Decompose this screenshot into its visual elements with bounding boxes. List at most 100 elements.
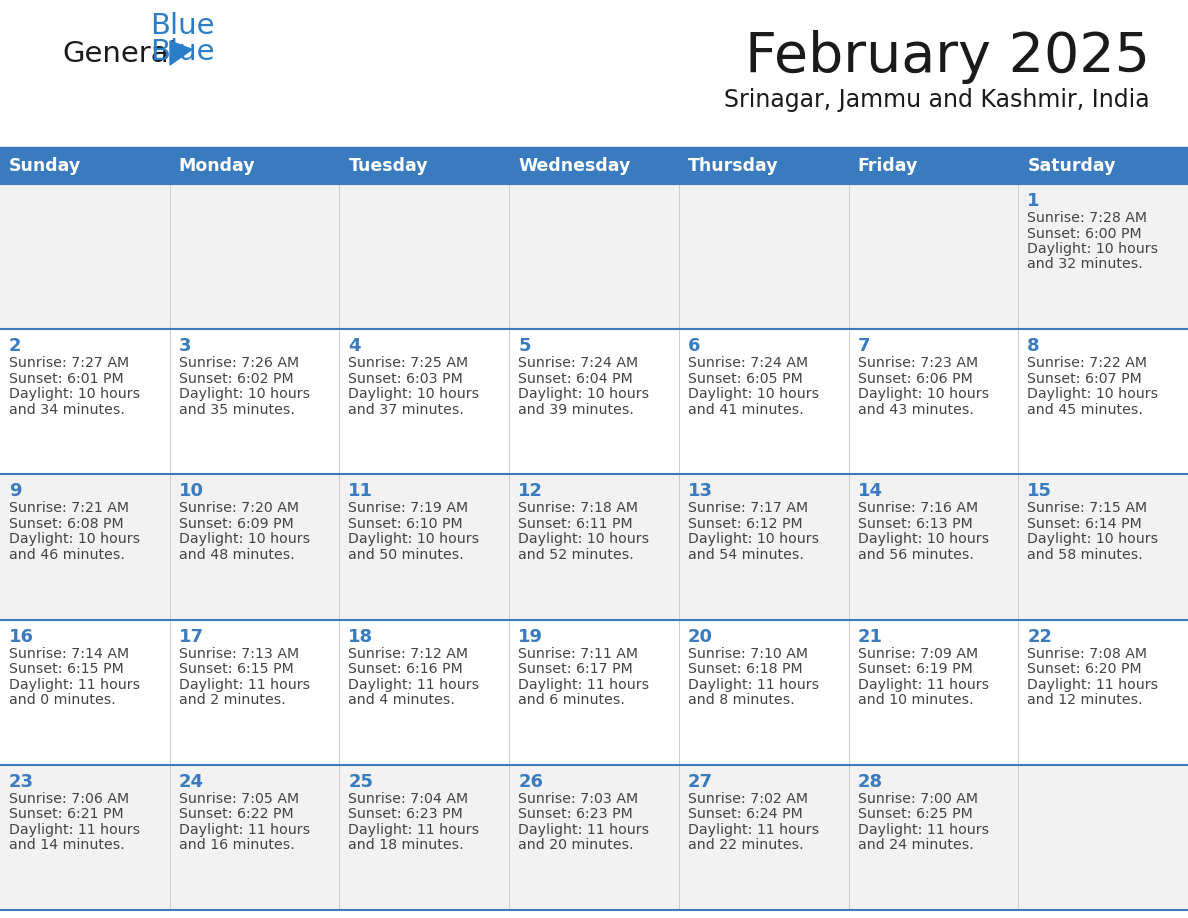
Text: Daylight: 11 hours: Daylight: 11 hours [178,677,310,691]
Text: Sunrise: 7:09 AM: Sunrise: 7:09 AM [858,646,978,661]
Text: 6: 6 [688,337,701,355]
Text: Daylight: 10 hours: Daylight: 10 hours [1028,532,1158,546]
Text: Sunrise: 7:22 AM: Sunrise: 7:22 AM [1028,356,1148,370]
Text: and 37 minutes.: and 37 minutes. [348,403,465,417]
Text: 26: 26 [518,773,543,790]
Text: Sunday: Sunday [10,157,81,175]
Text: Sunrise: 7:23 AM: Sunrise: 7:23 AM [858,356,978,370]
Text: 19: 19 [518,628,543,645]
Text: and 50 minutes.: and 50 minutes. [348,548,465,562]
Text: Daylight: 11 hours: Daylight: 11 hours [858,677,988,691]
Text: Sunrise: 7:25 AM: Sunrise: 7:25 AM [348,356,468,370]
Text: 11: 11 [348,482,373,500]
Text: Monday: Monday [178,157,255,175]
Text: Sunset: 6:02 PM: Sunset: 6:02 PM [178,372,293,386]
Text: Sunset: 6:23 PM: Sunset: 6:23 PM [348,807,463,822]
Text: Daylight: 11 hours: Daylight: 11 hours [518,823,650,837]
Bar [0,475,1188,620]
Text: Sunrise: 7:18 AM: Sunrise: 7:18 AM [518,501,638,515]
Text: 24: 24 [178,773,203,790]
Text: and 48 minutes.: and 48 minutes. [178,548,295,562]
Text: and 4 minutes.: and 4 minutes. [348,693,455,707]
Text: Sunset: 6:09 PM: Sunset: 6:09 PM [178,517,293,531]
Text: Sunset: 6:15 PM: Sunset: 6:15 PM [10,662,124,676]
Text: Daylight: 10 hours: Daylight: 10 hours [688,532,819,546]
Text: Sunrise: 7:17 AM: Sunrise: 7:17 AM [688,501,808,515]
Text: Daylight: 10 hours: Daylight: 10 hours [1028,387,1158,401]
Text: 14: 14 [858,482,883,500]
Text: Sunset: 6:20 PM: Sunset: 6:20 PM [1028,662,1142,676]
Text: and 45 minutes.: and 45 minutes. [1028,403,1143,417]
Text: Sunset: 6:05 PM: Sunset: 6:05 PM [688,372,803,386]
Text: Sunrise: 7:00 AM: Sunrise: 7:00 AM [858,792,978,806]
Text: and 22 minutes.: and 22 minutes. [688,838,803,852]
Text: and 54 minutes.: and 54 minutes. [688,548,804,562]
Text: and 20 minutes.: and 20 minutes. [518,838,633,852]
Bar [0,330,1188,475]
Text: Sunset: 6:12 PM: Sunset: 6:12 PM [688,517,802,531]
Text: Daylight: 11 hours: Daylight: 11 hours [10,823,140,837]
Text: Friday: Friday [858,157,918,175]
Text: Sunrise: 7:24 AM: Sunrise: 7:24 AM [518,356,638,370]
Text: Daylight: 11 hours: Daylight: 11 hours [348,823,480,837]
Text: Sunset: 6:17 PM: Sunset: 6:17 PM [518,662,633,676]
Text: Sunset: 6:21 PM: Sunset: 6:21 PM [10,807,124,822]
Text: Srinagar, Jammu and Kashmir, India: Srinagar, Jammu and Kashmir, India [725,88,1150,112]
Text: Daylight: 10 hours: Daylight: 10 hours [688,387,819,401]
Text: and 56 minutes.: and 56 minutes. [858,548,973,562]
Bar [0,148,1188,184]
Text: 21: 21 [858,628,883,645]
Text: and 18 minutes.: and 18 minutes. [348,838,465,852]
Text: Daylight: 11 hours: Daylight: 11 hours [348,677,480,691]
Text: Sunset: 6:13 PM: Sunset: 6:13 PM [858,517,972,531]
Text: Sunrise: 7:15 AM: Sunrise: 7:15 AM [1028,501,1148,515]
Bar [0,620,1188,765]
Text: 12: 12 [518,482,543,500]
Text: and 12 minutes.: and 12 minutes. [1028,693,1143,707]
Text: Sunrise: 7:12 AM: Sunrise: 7:12 AM [348,646,468,661]
Text: Daylight: 10 hours: Daylight: 10 hours [178,387,310,401]
Text: and 35 minutes.: and 35 minutes. [178,403,295,417]
Text: Sunrise: 7:08 AM: Sunrise: 7:08 AM [1028,646,1148,661]
Text: Sunset: 6:14 PM: Sunset: 6:14 PM [1028,517,1142,531]
Text: Daylight: 10 hours: Daylight: 10 hours [10,532,140,546]
Text: 20: 20 [688,628,713,645]
Text: 25: 25 [348,773,373,790]
Text: Sunset: 6:11 PM: Sunset: 6:11 PM [518,517,633,531]
Text: and 52 minutes.: and 52 minutes. [518,548,634,562]
Text: Daylight: 11 hours: Daylight: 11 hours [688,823,819,837]
Text: Daylight: 10 hours: Daylight: 10 hours [1028,242,1158,256]
Text: Sunset: 6:01 PM: Sunset: 6:01 PM [10,372,124,386]
Text: Sunrise: 7:21 AM: Sunrise: 7:21 AM [10,501,129,515]
Text: 3: 3 [178,337,191,355]
Text: Sunset: 6:15 PM: Sunset: 6:15 PM [178,662,293,676]
Text: Sunset: 6:08 PM: Sunset: 6:08 PM [10,517,124,531]
Text: and 8 minutes.: and 8 minutes. [688,693,795,707]
Text: Sunrise: 7:24 AM: Sunrise: 7:24 AM [688,356,808,370]
Text: Sunset: 6:25 PM: Sunset: 6:25 PM [858,807,972,822]
Text: and 41 minutes.: and 41 minutes. [688,403,803,417]
Text: and 43 minutes.: and 43 minutes. [858,403,973,417]
Text: General: General [62,40,177,68]
Text: Sunset: 6:23 PM: Sunset: 6:23 PM [518,807,633,822]
Text: and 58 minutes.: and 58 minutes. [1028,548,1143,562]
Text: Sunrise: 7:10 AM: Sunrise: 7:10 AM [688,646,808,661]
Text: Daylight: 10 hours: Daylight: 10 hours [858,387,988,401]
Text: and 0 minutes.: and 0 minutes. [10,693,115,707]
Text: Sunset: 6:00 PM: Sunset: 6:00 PM [1028,227,1142,241]
Text: Sunrise: 7:04 AM: Sunrise: 7:04 AM [348,792,468,806]
Text: Sunrise: 7:05 AM: Sunrise: 7:05 AM [178,792,299,806]
Text: Sunset: 6:16 PM: Sunset: 6:16 PM [348,662,463,676]
Text: Daylight: 10 hours: Daylight: 10 hours [10,387,140,401]
Text: Sunrise: 7:14 AM: Sunrise: 7:14 AM [10,646,129,661]
Text: and 46 minutes.: and 46 minutes. [10,548,125,562]
Text: Sunrise: 7:20 AM: Sunrise: 7:20 AM [178,501,298,515]
Text: 22: 22 [1028,628,1053,645]
Text: Thursday: Thursday [688,157,778,175]
Text: Sunset: 6:22 PM: Sunset: 6:22 PM [178,807,293,822]
Text: and 14 minutes.: and 14 minutes. [10,838,125,852]
Text: Sunset: 6:04 PM: Sunset: 6:04 PM [518,372,633,386]
Text: 1: 1 [1028,192,1040,210]
Text: Sunrise: 7:11 AM: Sunrise: 7:11 AM [518,646,638,661]
Text: Sunrise: 7:27 AM: Sunrise: 7:27 AM [10,356,129,370]
